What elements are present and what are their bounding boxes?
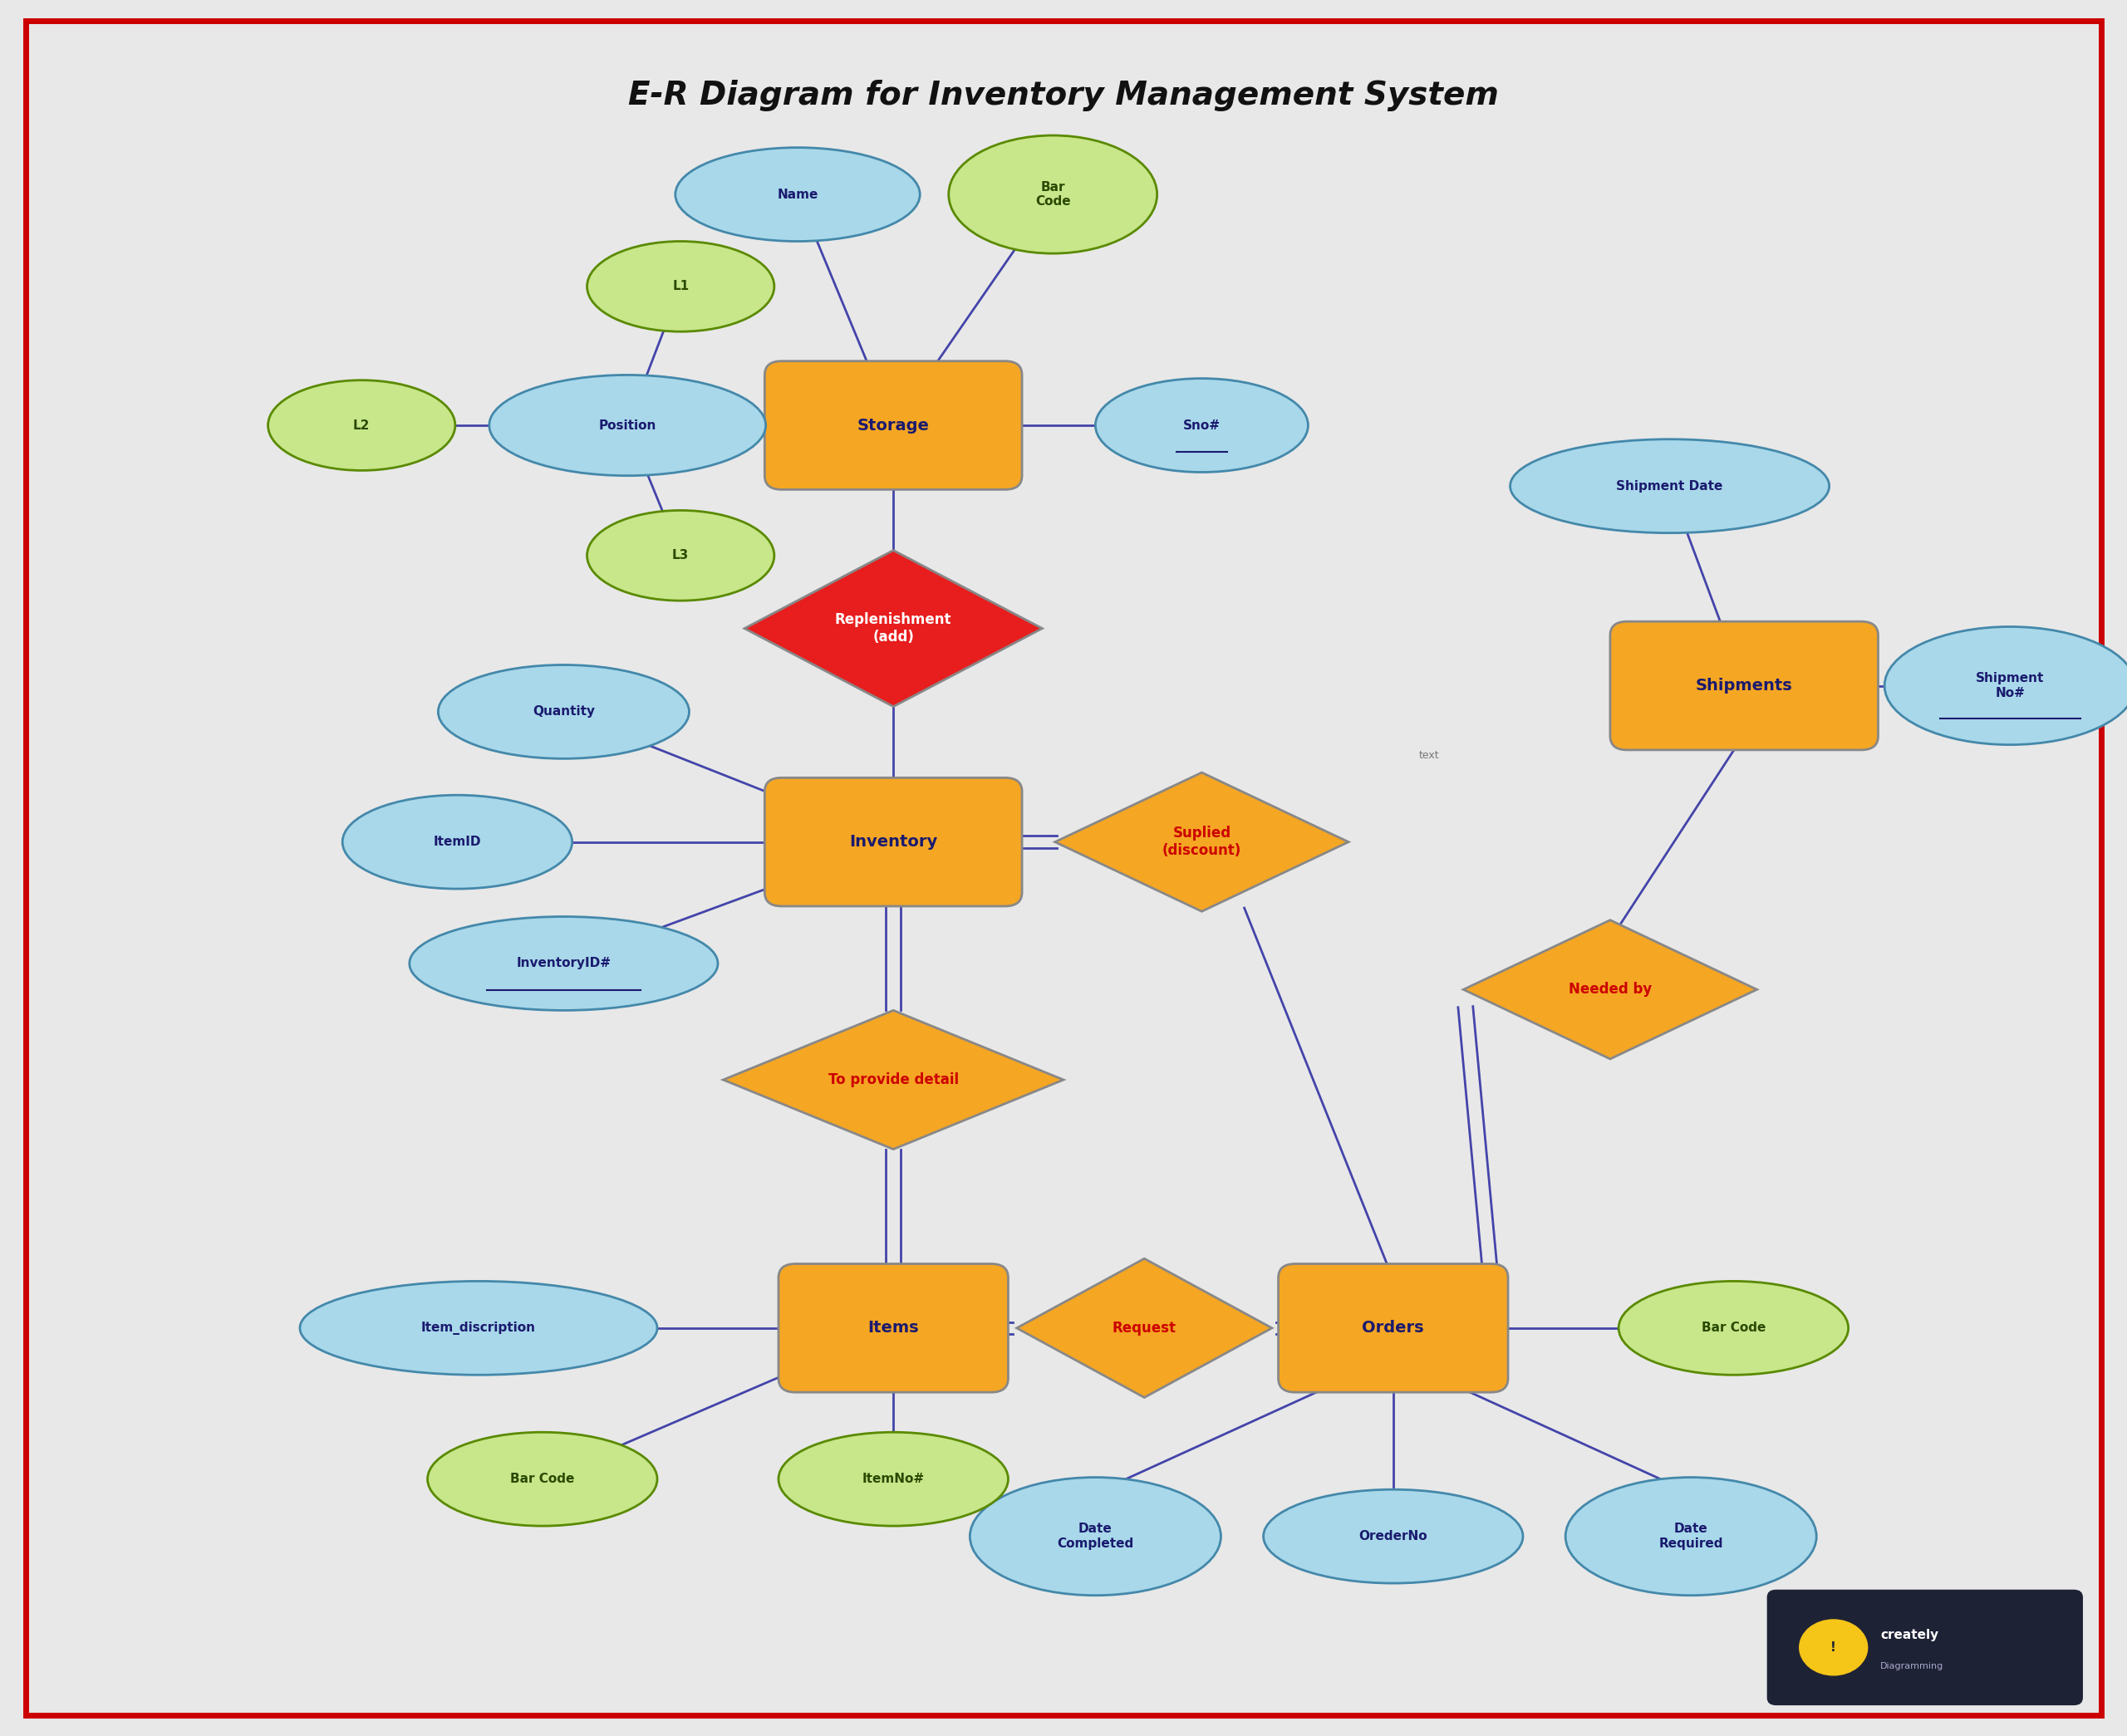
Ellipse shape: [676, 148, 921, 241]
Text: Bar
Code: Bar Code: [1036, 181, 1070, 208]
FancyBboxPatch shape: [1768, 1590, 2082, 1705]
Text: Item_discription: Item_discription: [421, 1321, 536, 1335]
Text: Date
Completed: Date Completed: [1057, 1522, 1134, 1550]
Ellipse shape: [428, 1432, 657, 1526]
Ellipse shape: [438, 665, 689, 759]
Text: To provide detail: To provide detail: [827, 1073, 959, 1087]
Ellipse shape: [411, 917, 719, 1010]
Text: ItemNo#: ItemNo#: [861, 1472, 925, 1486]
Text: L1: L1: [672, 279, 689, 293]
FancyBboxPatch shape: [778, 1264, 1008, 1392]
Text: Bar Code: Bar Code: [1702, 1321, 1765, 1335]
Text: Suplied
(discount): Suplied (discount): [1161, 826, 1242, 858]
Text: !: !: [1831, 1641, 1836, 1654]
Text: OrederNo: OrederNo: [1359, 1529, 1427, 1543]
FancyBboxPatch shape: [766, 778, 1021, 906]
Text: L2: L2: [353, 418, 370, 432]
Text: Needed by: Needed by: [1568, 983, 1653, 996]
Text: E-R Diagram for Inventory Management System: E-R Diagram for Inventory Management Sys…: [627, 80, 1500, 111]
Text: Storage: Storage: [857, 417, 929, 434]
Polygon shape: [1463, 920, 1757, 1059]
Ellipse shape: [1510, 439, 1829, 533]
Polygon shape: [1017, 1259, 1272, 1397]
Text: Date
Required: Date Required: [1659, 1522, 1723, 1550]
Text: Shipment Date: Shipment Date: [1617, 479, 1723, 493]
Text: Sno#: Sno#: [1183, 418, 1221, 432]
Text: Shipment
No#: Shipment No#: [1976, 672, 2044, 700]
Text: Name: Name: [776, 187, 819, 201]
Ellipse shape: [1619, 1281, 1848, 1375]
Polygon shape: [723, 1010, 1064, 1149]
Ellipse shape: [1885, 627, 2127, 745]
Text: Position: Position: [598, 418, 657, 432]
Text: Bar Code: Bar Code: [510, 1472, 574, 1486]
Text: ItemID: ItemID: [434, 835, 481, 849]
Text: Items: Items: [868, 1319, 919, 1337]
Ellipse shape: [778, 1432, 1008, 1526]
FancyBboxPatch shape: [1610, 621, 1878, 750]
Ellipse shape: [342, 795, 572, 889]
Ellipse shape: [949, 135, 1157, 253]
Text: Orders: Orders: [1361, 1319, 1425, 1337]
Ellipse shape: [300, 1281, 657, 1375]
FancyBboxPatch shape: [766, 361, 1021, 490]
Text: L3: L3: [672, 549, 689, 562]
Ellipse shape: [268, 380, 455, 470]
Ellipse shape: [587, 510, 774, 601]
Polygon shape: [744, 550, 1042, 707]
Ellipse shape: [1095, 378, 1308, 472]
Ellipse shape: [1263, 1489, 1523, 1583]
Text: text: text: [1419, 750, 1440, 760]
Circle shape: [1799, 1620, 1868, 1675]
Text: Request: Request: [1112, 1321, 1176, 1335]
Text: creately: creately: [1880, 1628, 1938, 1642]
Polygon shape: [1055, 773, 1349, 911]
Text: InventoryID#: InventoryID#: [517, 957, 610, 970]
FancyBboxPatch shape: [1278, 1264, 1508, 1392]
Text: Quantity: Quantity: [532, 705, 596, 719]
Ellipse shape: [587, 241, 774, 332]
Text: Diagramming: Diagramming: [1880, 1663, 1944, 1670]
Text: Shipments: Shipments: [1695, 677, 1793, 694]
Text: Inventory: Inventory: [849, 833, 938, 851]
Ellipse shape: [489, 375, 766, 476]
Ellipse shape: [970, 1477, 1221, 1595]
Text: Replenishment
(add): Replenishment (add): [836, 613, 951, 644]
Ellipse shape: [1565, 1477, 1816, 1595]
